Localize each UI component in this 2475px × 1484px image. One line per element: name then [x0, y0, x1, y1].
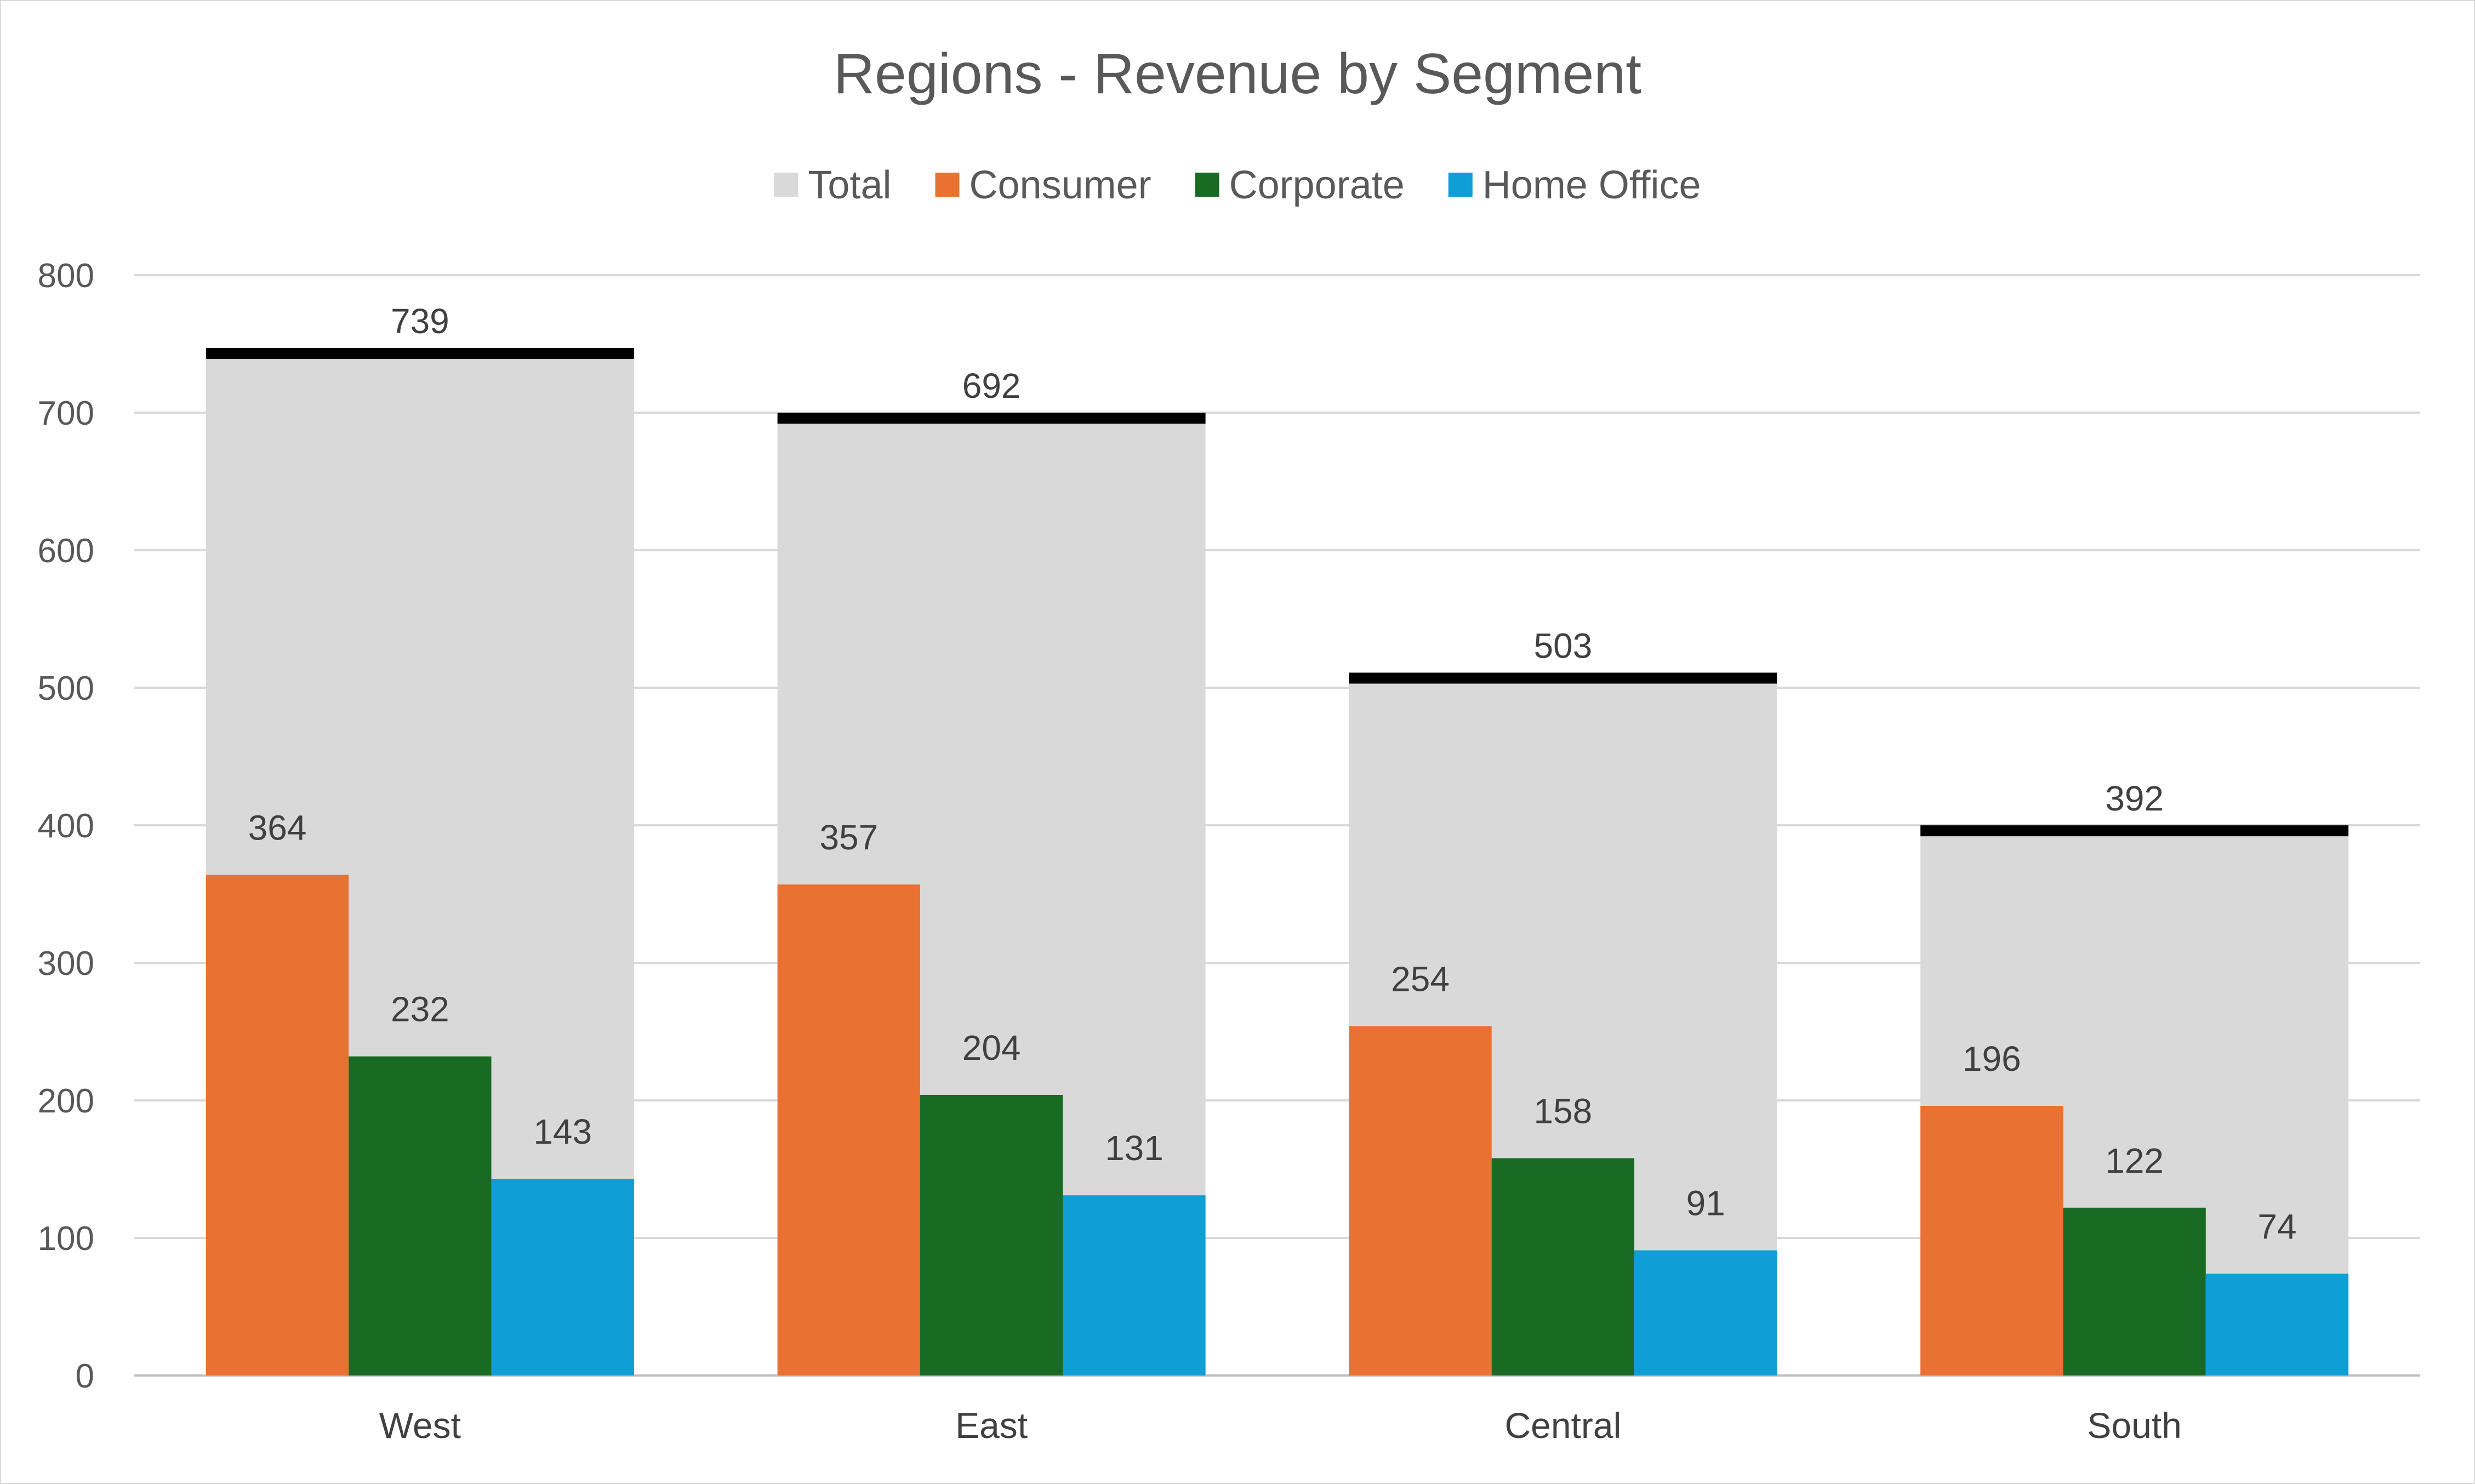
- legend-swatch: [935, 173, 960, 197]
- chart-title: Regions - Revenue by Segment: [834, 42, 1641, 106]
- data-label: 364: [248, 808, 307, 847]
- total-cap-line: [1920, 825, 2349, 837]
- data-label: 131: [1105, 1128, 1164, 1168]
- data-label: 232: [391, 990, 449, 1029]
- legend-label: Corporate: [1229, 163, 1405, 207]
- y-tick-label: 500: [38, 670, 94, 707]
- data-label: 74: [2257, 1207, 2296, 1246]
- total-cap-line: [777, 413, 1206, 424]
- data-label: 254: [1391, 959, 1450, 998]
- y-tick-label: 300: [38, 945, 94, 983]
- data-label: 122: [2105, 1141, 2164, 1180]
- bar-home-office: [1634, 1250, 1777, 1375]
- legend-swatch: [774, 173, 799, 197]
- total-data-label: 692: [962, 366, 1021, 406]
- total-cap-line: [206, 348, 634, 359]
- y-axis: 0 100 200 300 400 500 600 700 800: [38, 257, 94, 1395]
- data-labels: 739 364 232 143 692 357 204 131 503 254 158 91 392 19…: [248, 301, 2297, 1246]
- data-label: 357: [819, 818, 878, 857]
- x-category-label: West: [379, 1405, 461, 1446]
- bar-consumer: [777, 884, 920, 1375]
- y-tick-label: 600: [38, 532, 94, 570]
- data-label: 158: [1533, 1091, 1592, 1131]
- x-category-label: East: [955, 1405, 1028, 1446]
- legend: Total Consumer Corporate Home Office: [774, 163, 1701, 207]
- total-cap-line: [1349, 672, 1777, 684]
- bar-consumer: [1349, 1026, 1492, 1375]
- y-tick-label: 0: [76, 1357, 94, 1395]
- data-label: 143: [533, 1112, 592, 1151]
- bar-home-office: [491, 1179, 634, 1375]
- bar-corporate: [1491, 1158, 1635, 1375]
- x-axis: West East Central South: [379, 1405, 2182, 1446]
- bar-consumer: [206, 875, 349, 1375]
- y-tick-label: 400: [38, 807, 94, 845]
- x-category-label: Central: [1504, 1405, 1621, 1446]
- bar-corporate: [2063, 1207, 2206, 1375]
- y-tick-label: 200: [38, 1082, 94, 1120]
- bar-consumer: [1920, 1106, 2063, 1375]
- x-category-label: South: [2087, 1405, 2181, 1446]
- y-tick-label: 800: [38, 257, 94, 295]
- bar-corporate: [920, 1094, 1063, 1375]
- total-data-label: 392: [2105, 779, 2164, 818]
- data-label: 91: [1686, 1184, 1725, 1223]
- y-tick-label: 700: [38, 395, 94, 432]
- bar-home-office: [2205, 1274, 2349, 1375]
- legend-label: Home Office: [1482, 163, 1701, 207]
- legend-swatch: [1195, 173, 1219, 197]
- legend-label: Total: [808, 163, 891, 207]
- data-label: 196: [1963, 1039, 2021, 1078]
- bar-corporate: [349, 1056, 492, 1375]
- y-tick-label: 100: [38, 1220, 94, 1258]
- legend-label: Consumer: [969, 163, 1151, 207]
- bar-home-office: [1063, 1195, 1206, 1375]
- legend-swatch: [1448, 173, 1473, 197]
- total-data-label: 739: [391, 301, 449, 341]
- total-data-label: 503: [1533, 626, 1592, 665]
- bars: [206, 348, 2349, 1375]
- data-label: 204: [962, 1028, 1021, 1068]
